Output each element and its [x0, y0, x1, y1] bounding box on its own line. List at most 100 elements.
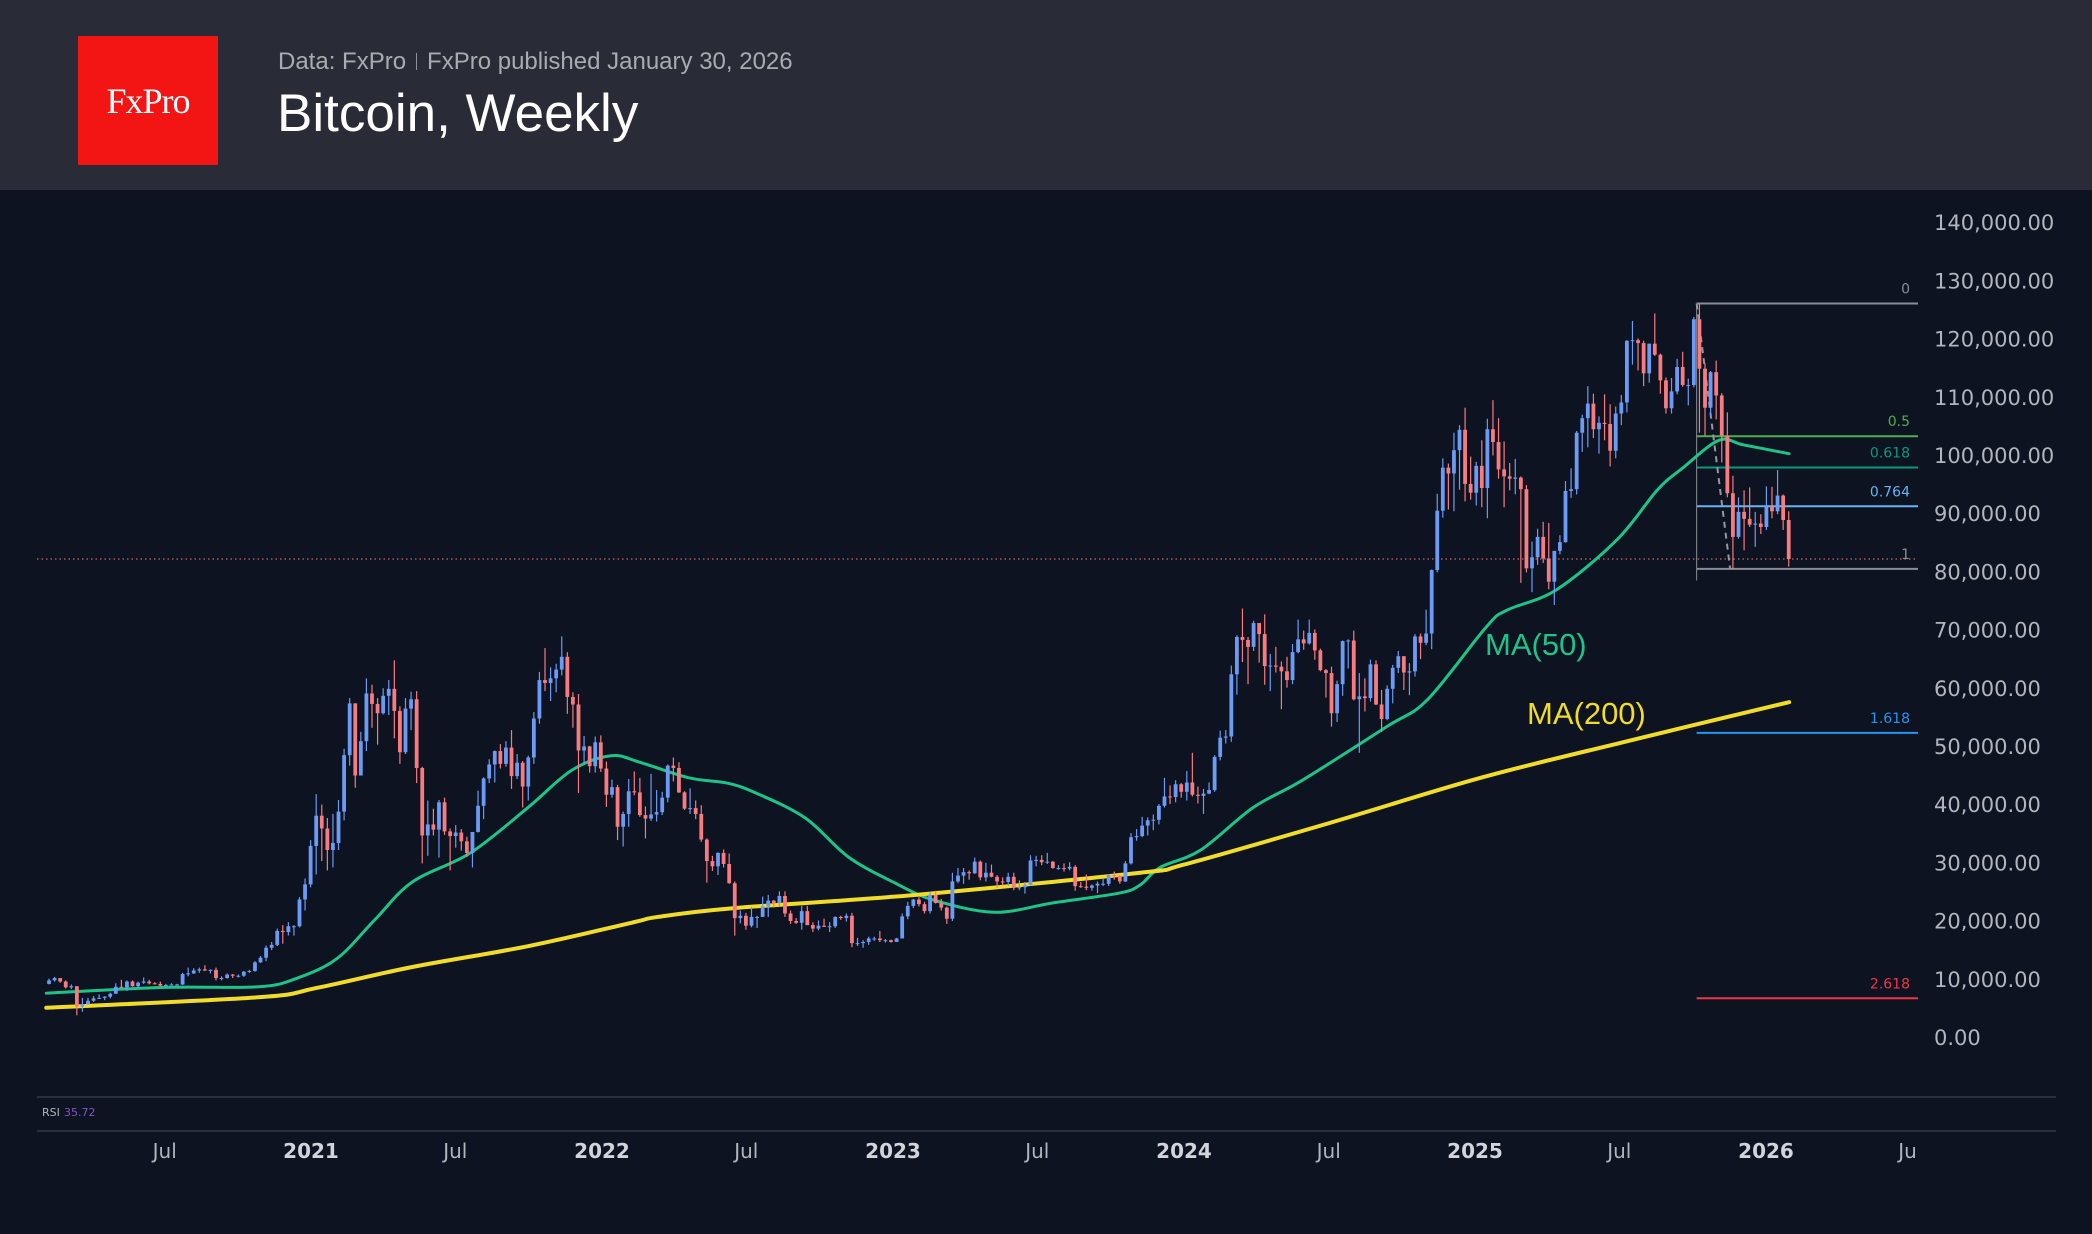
candle[interactable]	[97, 994, 102, 1000]
candle[interactable]	[1401, 656, 1406, 690]
candle[interactable]	[827, 922, 832, 933]
candle[interactable]	[448, 828, 453, 871]
candle[interactable]	[1552, 550, 1557, 605]
candle[interactable]	[1390, 664, 1395, 704]
candle[interactable]	[364, 678, 369, 752]
candle[interactable]	[1207, 782, 1211, 795]
candle[interactable]	[682, 791, 687, 810]
candle[interactable]	[1413, 634, 1417, 677]
candle[interactable]	[1697, 303, 1702, 433]
candle[interactable]	[850, 912, 854, 948]
candle[interactable]	[939, 898, 944, 911]
candle[interactable]	[241, 971, 246, 977]
candle[interactable]	[654, 790, 659, 822]
candle[interactable]	[1000, 877, 1005, 886]
candle[interactable]	[872, 936, 877, 941]
candle[interactable]	[515, 753, 520, 780]
candle[interactable]	[1468, 456, 1473, 500]
candle[interactable]	[1613, 406, 1618, 459]
candle[interactable]	[961, 868, 966, 884]
candle[interactable]	[358, 731, 363, 776]
candle[interactable]	[1407, 663, 1412, 696]
candle[interactable]	[537, 671, 542, 724]
candle[interactable]	[86, 997, 90, 1005]
candle[interactable]	[1518, 476, 1523, 583]
candle[interactable]	[1329, 666, 1334, 727]
candle[interactable]	[158, 981, 163, 987]
candle[interactable]	[63, 980, 68, 989]
candle[interactable]	[889, 939, 893, 943]
candle[interactable]	[1340, 640, 1345, 696]
candle[interactable]	[1479, 440, 1484, 508]
candle[interactable]	[1045, 852, 1050, 864]
candle[interactable]	[704, 838, 709, 883]
candle[interactable]	[866, 936, 871, 945]
candle[interactable]	[1647, 343, 1652, 383]
candle[interactable]	[626, 779, 631, 827]
candle[interactable]	[1719, 393, 1724, 463]
candle[interactable]	[1775, 469, 1780, 515]
candle[interactable]	[398, 706, 402, 764]
candle[interactable]	[1067, 862, 1072, 871]
candle[interactable]	[1680, 351, 1685, 387]
candle[interactable]	[1385, 685, 1390, 721]
candle[interactable]	[727, 853, 732, 884]
candle[interactable]	[1173, 780, 1178, 803]
candle[interactable]	[1753, 511, 1758, 547]
candle[interactable]	[481, 777, 486, 820]
candle[interactable]	[1285, 656, 1289, 688]
candle[interactable]	[760, 896, 765, 917]
candle[interactable]	[208, 969, 213, 974]
candle[interactable]	[799, 905, 804, 930]
candle[interactable]	[342, 748, 346, 821]
candle[interactable]	[113, 983, 118, 994]
candle[interactable]	[1084, 874, 1089, 891]
candle[interactable]	[833, 916, 838, 929]
candle[interactable]	[375, 698, 380, 745]
candle[interactable]	[660, 791, 665, 816]
candle[interactable]	[1585, 386, 1590, 448]
candle[interactable]	[582, 735, 586, 764]
candle[interactable]	[214, 967, 218, 981]
candle[interactable]	[91, 996, 96, 1002]
candle[interactable]	[983, 862, 988, 882]
candle[interactable]	[699, 805, 704, 842]
candle[interactable]	[1708, 371, 1713, 418]
candle[interactable]	[749, 907, 754, 928]
candle[interactable]	[197, 967, 202, 973]
candle[interactable]	[1691, 316, 1696, 388]
candle[interactable]	[671, 757, 676, 782]
candle[interactable]	[1452, 432, 1456, 512]
candle[interactable]	[531, 712, 536, 764]
candle[interactable]	[1457, 425, 1462, 490]
candle[interactable]	[1597, 416, 1601, 454]
candle[interactable]	[225, 973, 230, 979]
candle[interactable]	[1474, 461, 1479, 506]
candle[interactable]	[621, 811, 626, 847]
candle[interactable]	[141, 977, 146, 984]
candle[interactable]	[978, 860, 983, 881]
candle[interactable]	[347, 698, 352, 766]
candle[interactable]	[119, 979, 124, 988]
candle[interactable]	[1675, 358, 1680, 395]
candle[interactable]	[425, 800, 430, 856]
candle[interactable]	[1201, 788, 1206, 814]
candle[interactable]	[1117, 875, 1122, 884]
candle[interactable]	[1078, 882, 1083, 888]
candle[interactable]	[1658, 353, 1663, 394]
candle[interactable]	[52, 976, 57, 982]
candle[interactable]	[1257, 623, 1262, 663]
candle[interactable]	[1507, 462, 1512, 491]
candle[interactable]	[1034, 855, 1039, 867]
candle[interactable]	[1563, 481, 1568, 543]
candle[interactable]	[1273, 646, 1278, 673]
candle[interactable]	[1580, 414, 1585, 452]
candle[interactable]	[331, 813, 335, 868]
candle[interactable]	[136, 981, 140, 988]
candle[interactable]	[1129, 833, 1133, 865]
candle[interactable]	[1736, 497, 1741, 539]
candle[interactable]	[280, 925, 285, 944]
candle[interactable]	[649, 773, 653, 821]
candle[interactable]	[1073, 865, 1078, 891]
candle[interactable]	[1362, 678, 1367, 712]
